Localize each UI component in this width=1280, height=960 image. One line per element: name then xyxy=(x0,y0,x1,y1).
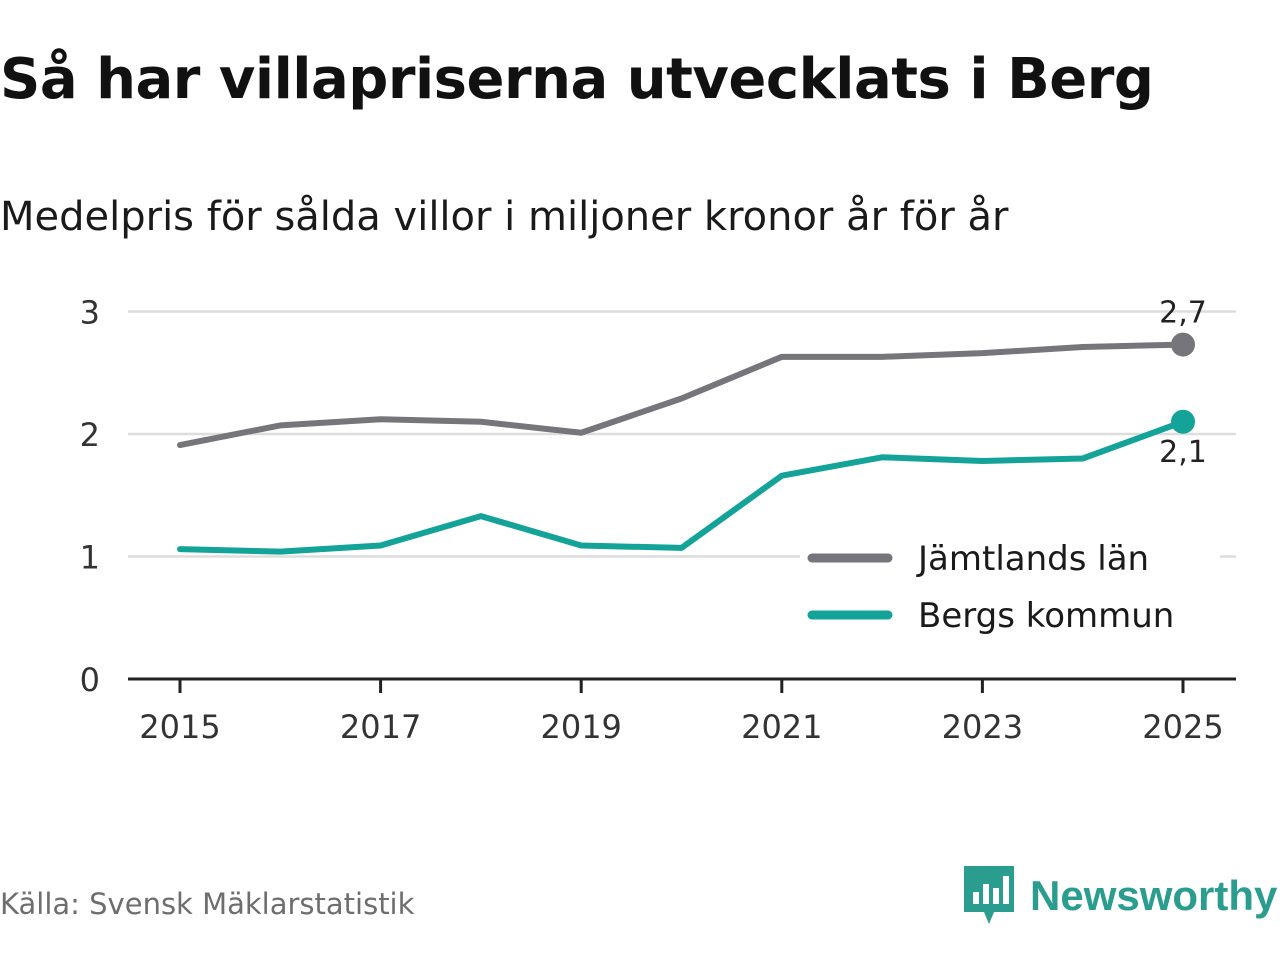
series: 2,7 2,1 xyxy=(177,296,1207,555)
source-note: Källa: Svensk Mäklarstatistik xyxy=(0,887,415,921)
series-line-jamtlands-lan xyxy=(177,341,1186,449)
x-tick-label: 2017 xyxy=(340,708,421,746)
x-tick-label: 2023 xyxy=(942,708,1023,746)
series-line-bergs-kommun xyxy=(177,418,1186,555)
series-end-label: 2,7 xyxy=(1159,296,1207,331)
chart-subtitle: Medelpris för sålda villor i miljoner kr… xyxy=(0,194,1009,240)
x-tick-label: 2015 xyxy=(139,708,220,746)
x-tick-label: 2019 xyxy=(540,708,621,746)
brand-logo: Newsworthy xyxy=(964,866,1277,926)
y-tick-label: 2 xyxy=(80,416,100,454)
chart-title: Så har villapriserna utvecklats i Berg xyxy=(0,47,1154,112)
y-tick-label: 1 xyxy=(80,539,100,577)
legend-label: Jämtlands län xyxy=(916,539,1149,579)
newsworthy-logo-icon xyxy=(964,866,1014,924)
brand-name: Newsworthy xyxy=(1030,872,1278,919)
x-tick-label: 2025 xyxy=(1142,708,1223,746)
axes: 0 1 2 3 2015 2017 2019 2021 2023 2025 xyxy=(80,294,1236,746)
legend: Jämtlands län Bergs kommun xyxy=(800,530,1220,636)
y-tick-label: 3 xyxy=(80,294,100,332)
x-tick-label: 2021 xyxy=(741,708,822,746)
series-endpoint-marker xyxy=(1171,409,1195,434)
series-endpoint-marker xyxy=(1171,332,1195,357)
legend-label: Bergs kommun xyxy=(918,596,1174,636)
line-chart: 0 1 2 3 2015 2017 2019 2021 2023 2025 2,7 2,1 Jämt… xyxy=(80,294,1236,746)
y-tick-label: 0 xyxy=(80,661,100,699)
series-end-label: 2,1 xyxy=(1159,435,1207,470)
